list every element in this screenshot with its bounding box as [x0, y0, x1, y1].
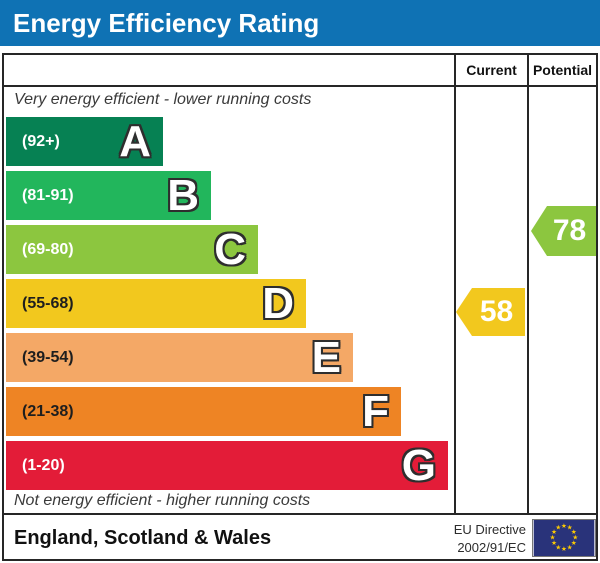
- band-e: (39-54) E: [6, 333, 353, 382]
- band-e-letter: E: [311, 333, 341, 382]
- band-f-letter: F: [362, 387, 389, 436]
- current-column-header: Current: [466, 62, 517, 78]
- band-a-range: (92+): [22, 132, 60, 150]
- eu-directive-label: EU Directive 2002/91/EC: [454, 521, 526, 556]
- eu-flag-field: [533, 520, 595, 556]
- svg-text:★: ★: [567, 524, 573, 532]
- svg-text:★: ★: [561, 545, 567, 553]
- current-rating-value: 58: [479, 295, 514, 328]
- top-caption: Very energy efficient - lower running co…: [14, 91, 312, 108]
- band-g: (1-20) G: [6, 441, 448, 490]
- eu-flag-stars: ★ ★ ★ ★ ★ ★ ★ ★ ★ ★ ★ ★: [550, 522, 579, 553]
- svg-text:★: ★: [561, 522, 567, 530]
- footer-divider: [4, 513, 596, 515]
- svg-text:★: ★: [555, 524, 561, 532]
- eu-flag-graphic: ★ ★ ★ ★ ★ ★ ★ ★ ★ ★ ★ ★: [533, 520, 595, 556]
- page-title: Energy Efficiency Rating: [13, 8, 320, 38]
- svg-text:★: ★: [571, 528, 577, 536]
- eu-directive-line2: 2002/91/EC: [457, 539, 526, 555]
- header-divider: [4, 85, 596, 87]
- band-c: (69-80) C: [6, 225, 258, 274]
- band-f-range: (21-38): [22, 402, 74, 420]
- band-d-letter: D: [262, 279, 294, 328]
- band-b-letter: B: [167, 171, 199, 220]
- band-c-range: (69-80): [22, 240, 74, 258]
- svg-text:★: ★: [571, 539, 577, 547]
- band-a-letter: A: [119, 117, 151, 166]
- svg-text:★: ★: [550, 534, 556, 542]
- band-b-range: (81-91): [22, 186, 74, 204]
- current-column-divider: [454, 55, 456, 513]
- band-b: (81-91) B: [6, 171, 211, 220]
- svg-text:★: ★: [555, 543, 561, 551]
- band-g-range: (1-20): [22, 456, 65, 474]
- footer-region-label: England, Scotland & Wales: [14, 527, 272, 549]
- svg-text:★: ★: [572, 534, 578, 542]
- svg-text:★: ★: [551, 528, 557, 536]
- potential-rating-pointer: 78: [531, 206, 596, 256]
- svg-text:★: ★: [551, 539, 557, 547]
- band-d: (55-68) D: [6, 279, 306, 328]
- band-g-letter: G: [401, 441, 436, 490]
- band-d-range: (55-68): [22, 294, 74, 312]
- band-a: (92+) A: [6, 117, 163, 166]
- band-c-letter: C: [214, 225, 246, 274]
- bottom-caption: Not energy efficient - higher running co…: [14, 492, 311, 509]
- band-e-range: (39-54): [22, 348, 74, 366]
- eu-flag-icon: ★ ★ ★ ★ ★ ★ ★ ★ ★ ★ ★ ★: [532, 519, 596, 557]
- current-rating-pointer: 58: [456, 288, 525, 336]
- band-f: (21-38) F: [6, 387, 401, 436]
- title-bar: Energy Efficiency Rating: [0, 0, 600, 46]
- potential-column-divider: [527, 55, 529, 513]
- potential-rating-value: 78: [552, 214, 587, 247]
- potential-column-header: Potential: [532, 62, 593, 78]
- svg-text:★: ★: [567, 543, 573, 551]
- rating-table: Current Potential Very energy efficient …: [2, 53, 598, 561]
- eu-directive-line1: EU Directive: [453, 522, 526, 537]
